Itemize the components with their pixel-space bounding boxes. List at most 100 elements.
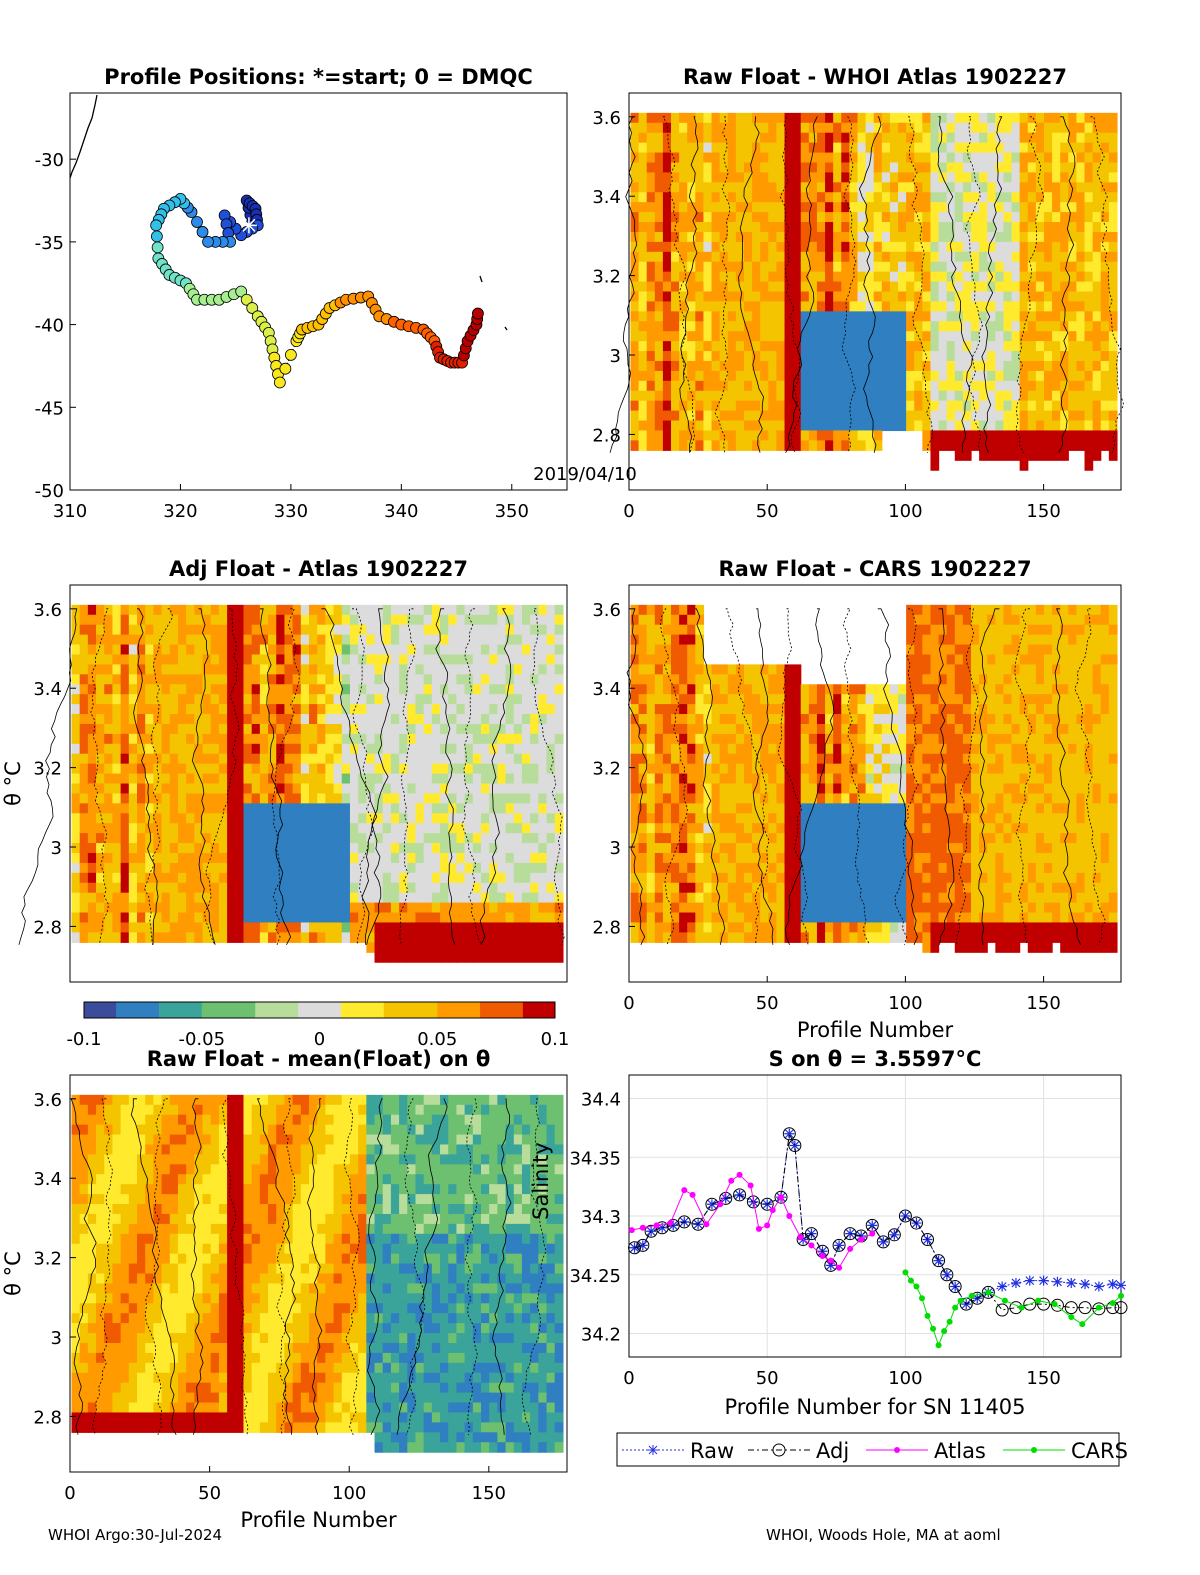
heat-cell [137, 664, 146, 675]
heat-cell [979, 142, 988, 154]
heat-cell [1027, 380, 1037, 392]
heat-cell [96, 684, 105, 695]
heat-cell [735, 291, 745, 303]
heat-cell [546, 743, 556, 755]
heat-cell [1043, 370, 1053, 382]
heat-cell [800, 694, 810, 705]
heat-cell [112, 813, 122, 824]
heat-cell [954, 202, 964, 213]
heat-cell [889, 370, 899, 382]
heat-cell [456, 634, 466, 646]
heat-cell [472, 932, 482, 943]
heat-cell [415, 902, 425, 914]
heat-cell [979, 261, 988, 273]
heat-cell [1035, 142, 1045, 154]
heat-cell [390, 763, 400, 775]
heat-cell [898, 380, 907, 392]
heat-cell [760, 132, 769, 144]
heat-cell [186, 743, 195, 755]
heat-cell [630, 872, 640, 884]
heat-cell [825, 440, 834, 451]
heat-cell [1076, 331, 1086, 342]
heat-cell [914, 172, 923, 183]
heat-cell [1019, 331, 1029, 342]
heat-cell [671, 142, 680, 154]
heat-cell [325, 783, 335, 795]
heat-cell [671, 882, 680, 894]
heat-cell [1027, 321, 1037, 332]
heat-cell [218, 892, 228, 904]
heat-cell [358, 912, 367, 924]
heat-cell [962, 222, 972, 233]
heat-cell [760, 922, 769, 933]
heat-cell [703, 430, 713, 441]
heat-cell [472, 743, 482, 755]
heat-cell [1052, 390, 1061, 402]
heat-cell [259, 743, 269, 755]
heat-cell [382, 952, 392, 963]
heat-cell [800, 430, 810, 441]
heat-cell [962, 162, 972, 173]
heat-cell [96, 694, 105, 705]
heat-cell [679, 753, 688, 765]
heat-cell [687, 852, 696, 864]
heat-cell [96, 813, 105, 824]
heat-cell [1068, 370, 1078, 382]
y-tick-label: -40 [35, 316, 64, 337]
heat-cell [646, 654, 656, 665]
heat-cell [1108, 162, 1118, 173]
heat-cell [300, 644, 310, 656]
heat-cell [186, 714, 195, 725]
heat-cell [873, 162, 883, 173]
heat-cell [243, 753, 253, 765]
heat-cell [284, 813, 294, 824]
heat-cell [865, 390, 875, 402]
heat-cell [186, 753, 195, 765]
heat-cell [317, 932, 326, 943]
heat-cell [792, 733, 802, 745]
heat-cell [194, 664, 204, 675]
heat-cell [202, 862, 212, 874]
heat-cell [120, 852, 130, 864]
heat-cell [521, 634, 531, 646]
heat-cell [79, 912, 89, 924]
heat-cell [679, 872, 688, 884]
heat-cell [671, 743, 680, 755]
heat-cell [440, 803, 449, 814]
heat-cell [145, 773, 154, 785]
heat-cell [971, 172, 980, 183]
y-tick-label: 3.2 [592, 267, 621, 288]
heat-cell [1003, 202, 1013, 213]
heat-cell [914, 370, 923, 382]
heat-cell [776, 833, 786, 844]
heat-cell [630, 132, 640, 144]
heat-cell [654, 763, 664, 775]
heat-cell [752, 291, 761, 303]
heat-cell [202, 694, 212, 705]
heat-cell [349, 912, 359, 924]
heat-cell [530, 753, 539, 765]
heat-cell [284, 704, 294, 715]
heat-cell [554, 733, 564, 745]
heat-cell [292, 932, 302, 943]
heat-cell [703, 112, 713, 124]
heat-cell [760, 400, 769, 412]
heat-cell [630, 763, 640, 775]
heat-cell [979, 281, 988, 293]
heat-cell [227, 803, 236, 814]
heat-cell [1060, 271, 1069, 283]
heat-cell [538, 823, 548, 834]
heat-cell [276, 604, 286, 616]
heat-cell [1035, 440, 1045, 451]
heat-cell [472, 902, 482, 914]
positions-title: Profile Positions: *=start; 0 = DMQC [104, 65, 533, 89]
heat-cell [833, 142, 842, 154]
heat-cell [71, 604, 81, 616]
heat-cell [727, 773, 737, 785]
heat-cell [309, 664, 318, 675]
heat-cell [530, 882, 539, 894]
heat-cell [792, 231, 802, 243]
heat-cell [161, 892, 171, 904]
heat-cell [695, 222, 705, 233]
heat-cell [962, 251, 972, 263]
